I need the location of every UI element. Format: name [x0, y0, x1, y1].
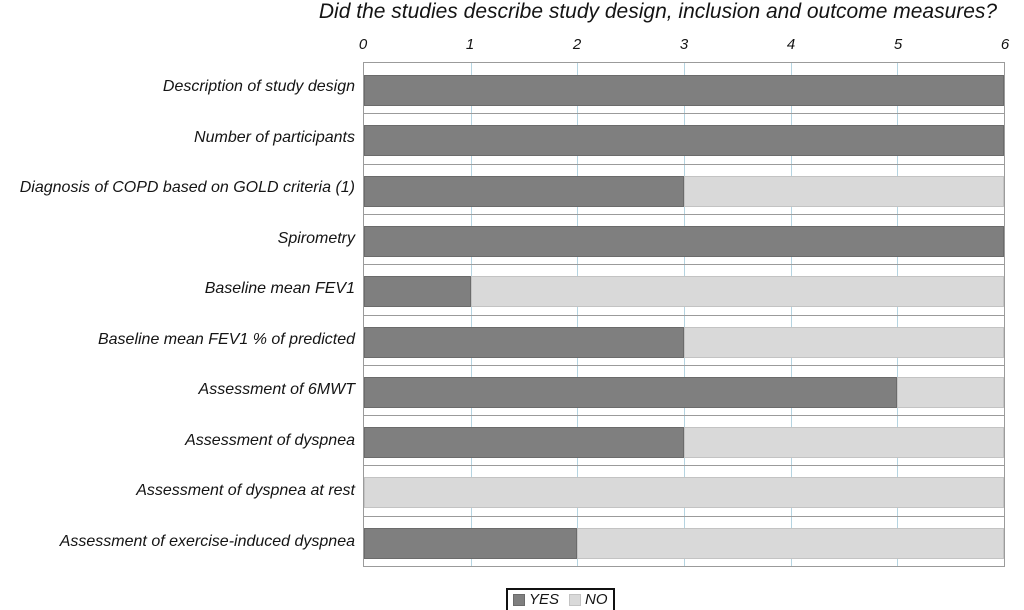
bar-row — [364, 376, 1004, 408]
x-axis-tick-label: 0 — [358, 36, 368, 53]
y-axis-category-label: Baseline mean FEV1 % of predicted — [97, 330, 355, 348]
bar-segment-no — [684, 326, 1004, 358]
bar-row — [364, 125, 1004, 157]
x-axis-tick-label: 1 — [465, 36, 475, 53]
bar-row — [364, 477, 1004, 509]
bar-segment-yes — [364, 527, 578, 559]
bar-row — [364, 276, 1004, 308]
bar-segment-no — [470, 276, 1004, 308]
band-separator-line — [364, 264, 1004, 266]
band-separator-line — [364, 515, 1004, 517]
x-axis-tick-label: 6 — [1000, 36, 1010, 53]
x-axis-tick-label: 2 — [572, 36, 582, 53]
y-axis-category-label: Assessment of dyspnea at rest — [136, 482, 355, 500]
bar-segment-yes — [364, 376, 898, 408]
y-axis-category-label: Diagnosis of COPD based on GOLD criteria… — [19, 179, 355, 197]
bar-segment-yes — [364, 225, 1004, 257]
bar-row — [364, 75, 1004, 106]
band-separator-line — [364, 163, 1004, 165]
y-axis-category-label: Number of participants — [194, 128, 355, 146]
band-separator-line — [364, 314, 1004, 316]
plot-area — [363, 62, 1005, 567]
legend-swatch-no — [569, 593, 582, 606]
y-axis-category-label: Assessment of dyspnea — [185, 431, 355, 449]
bar-segment-no — [364, 477, 1004, 509]
x-axis: 0 1 2 3 4 5 6 — [359, 36, 1009, 53]
band-separator-line — [364, 415, 1004, 417]
bar-segment-no — [897, 376, 1004, 408]
bar-segment-yes — [364, 175, 684, 207]
bar-row — [364, 427, 1004, 459]
bar-row — [364, 527, 1004, 559]
band-separator-line — [364, 465, 1004, 467]
x-axis-tick-label: 3 — [679, 36, 689, 53]
bar-segment-no — [684, 175, 1004, 207]
y-axis-category-label: Spirometry — [277, 229, 355, 247]
chart-title: Did the studies describe study design, i… — [318, 0, 998, 23]
bar-segment-no — [684, 427, 1004, 459]
x-axis-tick-label: 5 — [893, 36, 903, 53]
band-separator-line — [364, 213, 1004, 215]
bar-segment-no — [577, 527, 1004, 559]
bar-segment-yes — [364, 276, 471, 308]
legend: YES NO — [506, 588, 615, 610]
y-axis-category-label: Assessment of exercise-induced dyspnea — [59, 532, 355, 550]
bar-row — [364, 326, 1004, 358]
bar-segment-yes — [364, 326, 684, 358]
y-axis-category-label: Baseline mean FEV1 — [204, 280, 355, 298]
y-axis: Description of study design Number of par… — [0, 62, 356, 567]
y-axis-category-label: Assessment of 6MWT — [198, 381, 355, 399]
bar-segment-yes — [364, 125, 1004, 157]
y-axis-category-label: Description of study design — [162, 78, 355, 96]
band-separator-line — [364, 364, 1004, 366]
legend-label-no: NO — [585, 591, 608, 608]
legend-label-yes: YES — [529, 591, 560, 608]
bar-segment-yes — [364, 75, 1004, 106]
bar-segment-yes — [364, 427, 684, 459]
bar-row — [364, 175, 1004, 207]
legend-swatch-yes — [513, 593, 525, 606]
x-axis-tick-label: 4 — [786, 36, 796, 53]
bar-row — [364, 225, 1004, 257]
band-separator-line — [364, 113, 1004, 115]
